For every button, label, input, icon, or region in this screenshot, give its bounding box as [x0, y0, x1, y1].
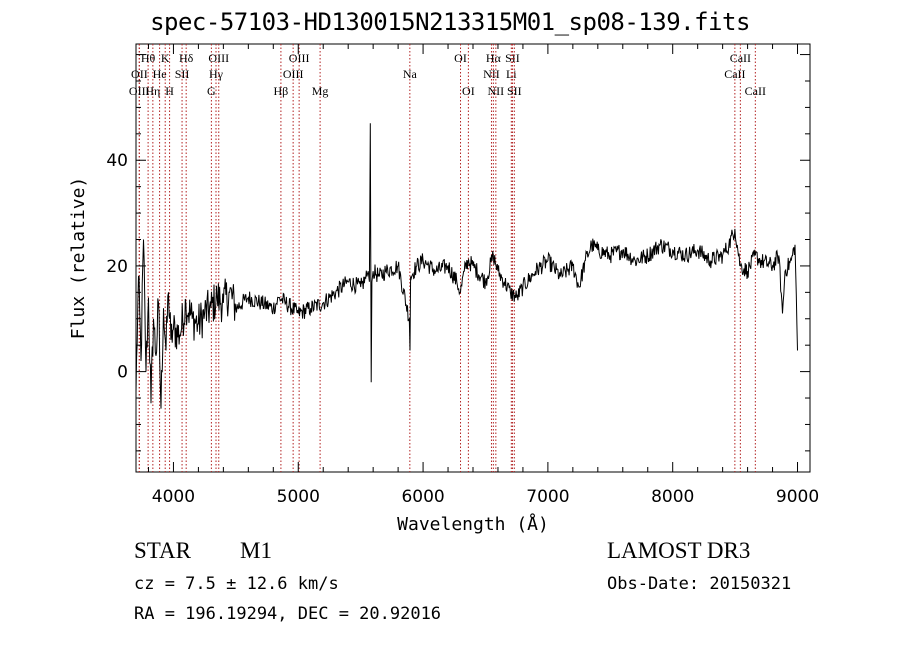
line-marker-label-13: OIII [283, 67, 304, 81]
line-marker-label-9: G [207, 84, 216, 98]
y-tick-label-20: 20 [106, 257, 128, 277]
x-tick-label-8000: 8000 [651, 487, 694, 507]
line-marker-label-14: OIII [289, 51, 310, 65]
line-marker-label-18: OI [462, 84, 475, 98]
line-marker-label-3: Hη [145, 84, 160, 98]
object-class: STAR [134, 538, 191, 563]
x-tick-label-4000: 4000 [152, 487, 195, 507]
series-group [135, 123, 798, 409]
line-marker-label-21: NII [488, 84, 505, 98]
line-markers: HθOIIOIIIHηHeKHSIIHδGHγOIIIHβOIIIOIIIMgN… [129, 44, 766, 472]
line-marker-label-0: Hθ [141, 51, 156, 65]
x-tick-label-6000: 6000 [401, 487, 444, 507]
spectrum-line-0 [135, 123, 798, 409]
line-marker-label-6: H [165, 84, 174, 98]
line-marker-label-17: OI [454, 51, 467, 65]
y-tick-label-0: 0 [117, 363, 128, 383]
x-tick-label-7000: 7000 [526, 487, 569, 507]
line-marker-label-10: Hγ [209, 67, 224, 81]
x-axis-label: Wavelength (Å) [397, 513, 549, 535]
line-marker-label-15: Mg [312, 84, 329, 98]
line-marker-label-16: Na [403, 67, 418, 81]
line-marker-label-19: NII [483, 67, 500, 81]
line-marker-label-5: K [161, 51, 170, 65]
tick-labels: 4000 5000 6000 7000 8000 9000 0 20 40 [106, 151, 819, 507]
x-tick-label-9000: 9000 [776, 487, 819, 507]
survey-name: LAMOST DR3 [607, 538, 751, 563]
redshift-readout: cz = 7.5 ± 12.6 km/s [134, 574, 339, 594]
line-marker-label-22: Li [506, 67, 517, 81]
line-marker-label-8: Hδ [179, 51, 194, 65]
y-axis-label: Flux (relative) [68, 177, 89, 340]
line-marker-label-24: SII [507, 84, 522, 98]
line-marker-label-23: SII [505, 51, 520, 65]
axis-ticks [136, 44, 810, 472]
line-marker-label-26: CaII [730, 51, 751, 65]
coordinates-readout: RA = 196.19294, DEC = 20.92016 [134, 604, 442, 624]
object-subclass: M1 [240, 538, 272, 563]
line-marker-label-2: OIII [129, 84, 150, 98]
line-marker-label-4: He [153, 67, 167, 81]
line-marker-label-1: OII [131, 67, 148, 81]
observation-date: Obs-Date: 20150321 [607, 574, 792, 594]
line-marker-label-27: CaII [745, 84, 766, 98]
y-tick-label-40: 40 [106, 151, 128, 171]
x-tick-label-5000: 5000 [277, 487, 320, 507]
line-marker-label-12: Hβ [274, 84, 289, 98]
line-marker-label-20: Hα [486, 51, 502, 65]
chart-title: spec-57103-HD130015N213315M01_sp08-139.f… [150, 8, 750, 36]
line-marker-label-7: SII [175, 67, 190, 81]
line-marker-label-11: OIII [208, 51, 229, 65]
line-marker-label-25: CaII [724, 67, 745, 81]
